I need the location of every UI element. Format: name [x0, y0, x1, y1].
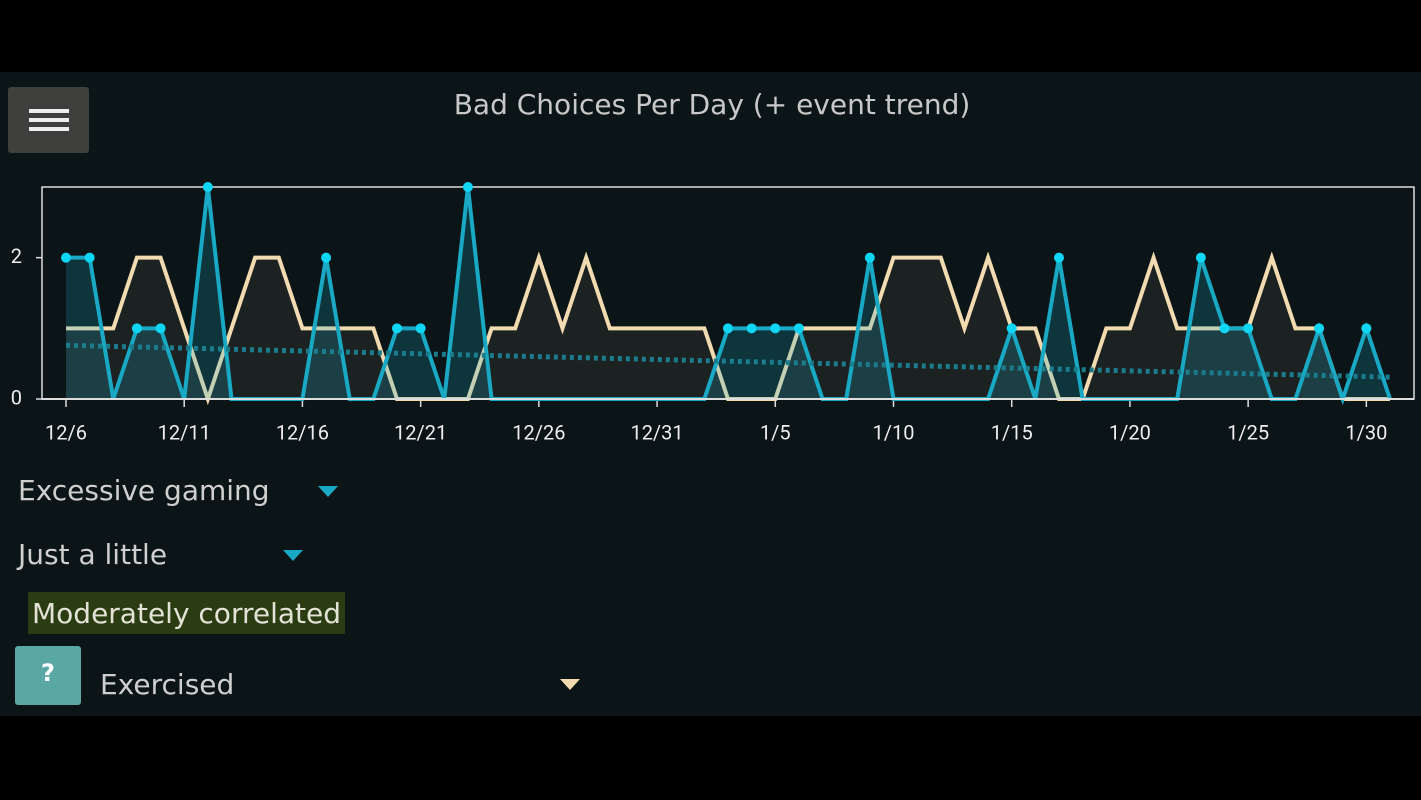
x-tick-label: 12/11: [158, 420, 211, 444]
point: [770, 323, 781, 334]
x-tick-label: 1/20: [1109, 420, 1151, 444]
compare-dropdown[interactable]: Exercised: [90, 666, 590, 710]
x-tick-label: 12/26: [512, 420, 565, 444]
y-tick-label: 0: [11, 385, 22, 409]
point: [155, 323, 166, 334]
x-tick-label: 1/30: [1345, 420, 1387, 444]
x-tick-label: 12/6: [45, 420, 87, 444]
help-text: ?: [41, 659, 55, 687]
point: [1195, 252, 1206, 263]
compare-name: Exercised: [100, 668, 235, 701]
point: [84, 252, 95, 263]
point: [864, 252, 875, 263]
point: [131, 323, 142, 334]
menu-button[interactable]: [8, 87, 89, 153]
chart: 0 2 12/6 12/11 12/16 12/21 12/26 12/31 1/5 1/10 1/…: [11, 182, 1415, 444]
x-tick-label: 1/15: [991, 420, 1033, 444]
dropdown-arrow: [560, 679, 580, 690]
menu-bar: [29, 127, 69, 131]
menu-bar: [29, 109, 69, 113]
point: [61, 252, 71, 263]
point: [392, 323, 402, 334]
point: [1006, 323, 1017, 334]
app: Bad Choices Per Day (+ event trend) Exce…: [0, 72, 1421, 716]
x-tick-label: 12/16: [276, 420, 329, 444]
amount-name: Just a little: [18, 538, 168, 571]
point: [1361, 323, 1372, 334]
x-tick-label: 12/21: [394, 420, 447, 444]
area: [66, 187, 1390, 399]
point: [1314, 323, 1325, 334]
point: [793, 323, 804, 334]
amount-dropdown[interactable]: Just a little: [0, 536, 320, 580]
help-button[interactable]: ?: [15, 646, 81, 705]
y-tick-label: 2: [11, 244, 22, 268]
point: [202, 182, 213, 192]
point: [415, 323, 426, 334]
point: [1243, 323, 1254, 334]
point: [321, 252, 332, 263]
point: [723, 323, 733, 334]
x-tick-label: 1/10: [873, 420, 915, 444]
x-tick-label: 1/5: [760, 420, 791, 444]
point: [1054, 252, 1064, 263]
dropdown-arrow: [318, 486, 338, 497]
point: [462, 182, 473, 192]
x-tick-label: 12/31: [630, 420, 683, 444]
event-dropdown[interactable]: Excessive gaming: [0, 472, 350, 516]
point: [746, 323, 757, 334]
event-name: Excessive gaming: [18, 474, 270, 507]
dropdown-arrow: [283, 550, 303, 561]
menu-bar: [29, 118, 69, 122]
title: Bad Choices Per Day (+ event trend): [453, 88, 971, 121]
correlation-label: Moderately correlated: [28, 592, 345, 634]
x-tick-label: 1/25: [1227, 420, 1269, 444]
point: [1219, 323, 1230, 334]
